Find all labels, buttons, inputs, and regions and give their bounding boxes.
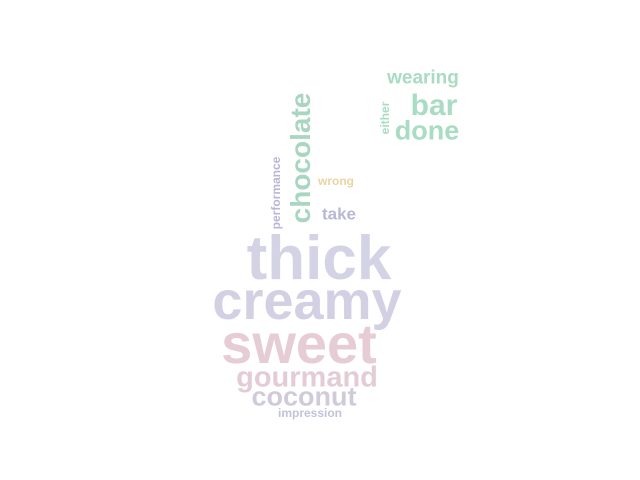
word-wrong: wrong <box>318 174 354 188</box>
word-thick: thick <box>246 224 392 293</box>
word-sweet: sweet <box>221 312 377 375</box>
word-either: either <box>378 101 392 135</box>
word-take: take <box>321 204 357 224</box>
word-wearing: wearing <box>387 67 459 89</box>
word-gourmand: gourmand <box>236 361 378 394</box>
word-performance: performance <box>269 156 283 230</box>
word-coconut: coconut <box>251 381 357 412</box>
word-done: done <box>394 115 460 146</box>
word-bar: bar <box>410 89 458 122</box>
word-impression: impression <box>277 406 343 420</box>
word-creamy: creamy <box>212 271 402 331</box>
word-chocolate: chocolate <box>285 92 316 224</box>
